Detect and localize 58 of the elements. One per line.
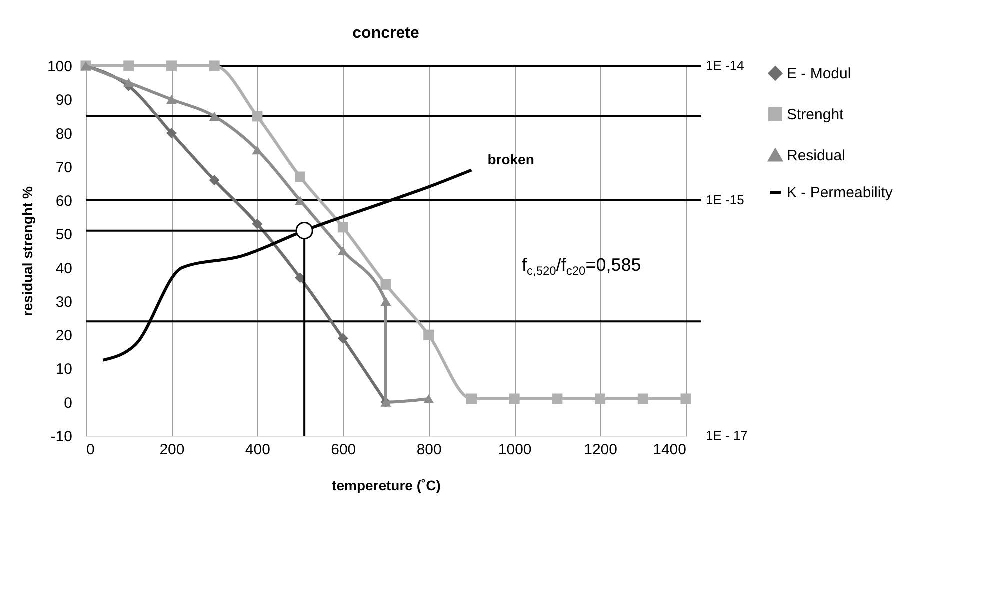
x-tick-label: 400 bbox=[245, 442, 270, 458]
point bbox=[424, 394, 434, 404]
point bbox=[296, 222, 314, 240]
x-axis-title: tempereture (˚C) bbox=[332, 478, 441, 494]
legend-label: E - Modul bbox=[787, 66, 852, 82]
point bbox=[680, 394, 692, 404]
x-tick-label: 1400 bbox=[653, 442, 686, 458]
point bbox=[424, 330, 434, 340]
y-tick-label: 0 bbox=[64, 394, 72, 412]
point bbox=[466, 394, 477, 404]
point bbox=[209, 175, 220, 186]
x-tick-label: 800 bbox=[416, 442, 442, 458]
y-tick-label: 70 bbox=[56, 159, 72, 176]
point bbox=[252, 146, 263, 155]
text: 1E - 17 bbox=[706, 428, 748, 443]
x-tick-label: 1000 bbox=[498, 442, 532, 458]
y-tick-label: 60 bbox=[56, 193, 72, 210]
text: 1E -14 bbox=[706, 58, 744, 73]
point bbox=[209, 112, 220, 121]
legend-label: K - Permeability bbox=[787, 184, 894, 202]
y-tick-label: 100 bbox=[47, 58, 72, 76]
point bbox=[124, 78, 134, 88]
point bbox=[295, 172, 306, 182]
point bbox=[209, 60, 220, 72]
y-tick-label: 50 bbox=[56, 226, 72, 244]
y-axis-title: residual strenght % bbox=[19, 186, 36, 316]
y-tick-label: 90 bbox=[56, 92, 72, 110]
text: 1E -15 bbox=[706, 192, 744, 208]
point bbox=[552, 394, 563, 404]
y-tick-label: 10 bbox=[56, 361, 72, 378]
point bbox=[509, 394, 520, 404]
point bbox=[252, 111, 263, 122]
y-tick-label: 30 bbox=[56, 294, 72, 311]
point bbox=[166, 95, 177, 104]
y-tick-label: -10 bbox=[50, 428, 72, 446]
point bbox=[252, 218, 263, 230]
y-tick-label: 80 bbox=[56, 126, 72, 143]
annotation: broken bbox=[488, 151, 534, 168]
point bbox=[338, 246, 348, 256]
point bbox=[124, 60, 134, 72]
x-tick-label: 0 bbox=[86, 442, 95, 458]
legend-label: Strenght bbox=[787, 106, 845, 124]
x-tick-label: 600 bbox=[331, 442, 356, 458]
point bbox=[380, 296, 392, 306]
y-tick-label: 20 bbox=[56, 328, 72, 345]
point bbox=[166, 128, 177, 139]
point bbox=[338, 222, 348, 233]
point bbox=[638, 394, 648, 404]
point bbox=[338, 333, 348, 344]
x-tick-label: 200 bbox=[160, 442, 185, 458]
x-tick-label: 1200 bbox=[584, 442, 618, 458]
point bbox=[166, 60, 177, 72]
y-tick-label: 40 bbox=[56, 260, 72, 278]
point bbox=[380, 279, 392, 290]
point bbox=[595, 394, 606, 404]
point bbox=[295, 196, 306, 206]
legend-label: Residual bbox=[787, 148, 846, 164]
chart-title: concrete bbox=[352, 25, 420, 42]
